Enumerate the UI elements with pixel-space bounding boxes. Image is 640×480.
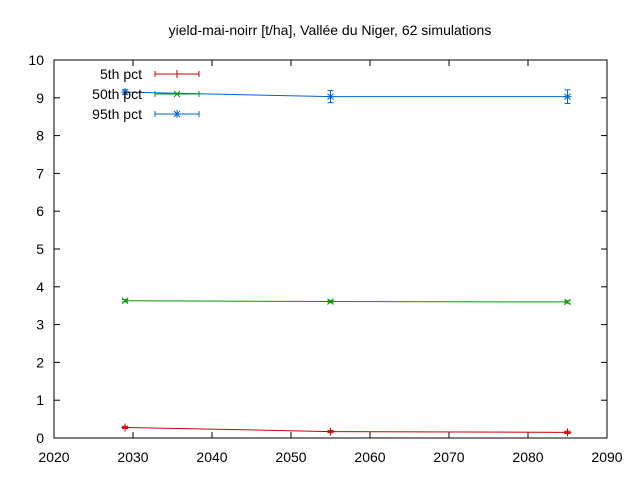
x-tick-label-0: 2020 xyxy=(38,449,69,465)
series-1-line xyxy=(125,300,568,303)
legend-label-0: 5th pct xyxy=(100,66,142,82)
y-tick-label-5: 5 xyxy=(36,241,44,257)
legend-marker-1 xyxy=(173,90,181,98)
y-tick-label-1: 1 xyxy=(36,392,44,408)
series-0-point-1 xyxy=(326,427,335,436)
series-1-point-0 xyxy=(121,297,129,305)
series-1-point-2-stroke-1 xyxy=(564,298,571,306)
series-0 xyxy=(121,423,572,437)
y-tick-label-9: 9 xyxy=(36,90,44,106)
x-tick-label-3: 2050 xyxy=(275,449,306,465)
y-tick-label-0: 0 xyxy=(36,430,44,446)
chart-title: yield-mai-noirr [t/ha], Vallée du Niger,… xyxy=(169,22,492,38)
series-0-point-2 xyxy=(563,428,572,437)
y-tick-label-8: 8 xyxy=(36,128,44,144)
series-2-point-1 xyxy=(326,92,335,101)
x-tick-label-7: 2090 xyxy=(591,449,622,465)
series-1 xyxy=(121,297,571,306)
series-1-point-1-stroke-1 xyxy=(327,298,334,305)
series-1-point-1 xyxy=(327,298,334,305)
series-1-point-2 xyxy=(564,298,571,306)
series-2-point-0 xyxy=(121,88,130,97)
x-tick-label-2: 2040 xyxy=(196,449,227,465)
y-tick-label-7: 7 xyxy=(36,165,44,181)
legend-label-1: 50th pct xyxy=(92,86,142,102)
y-tick-label-3: 3 xyxy=(36,317,44,333)
series-2-point-1-stroke-3 xyxy=(327,93,334,101)
series-2-point-0-stroke-3 xyxy=(121,88,129,96)
series-1-point-0-stroke-1 xyxy=(121,297,129,305)
legend-marker-2 xyxy=(173,110,181,118)
y-tick-label-10: 10 xyxy=(28,52,44,68)
x-tick-label-1: 2030 xyxy=(117,449,148,465)
legend-label-2: 95th pct xyxy=(92,106,142,122)
y-tick-label-2: 2 xyxy=(36,354,44,370)
series-2 xyxy=(121,88,572,104)
legend-marker-1-stroke-1 xyxy=(173,90,181,98)
x-tick-label-4: 2060 xyxy=(354,449,385,465)
y-tick-label-4: 4 xyxy=(36,279,44,295)
x-tick-label-6: 2080 xyxy=(512,449,543,465)
series-0-point-0 xyxy=(121,423,130,432)
legend-marker-0 xyxy=(173,70,181,78)
series-2-point-2-stroke-3 xyxy=(564,93,571,101)
y-tick-label-6: 6 xyxy=(36,203,44,219)
series-0-line xyxy=(125,426,568,433)
x-tick-label-5: 2070 xyxy=(433,449,464,465)
legend-marker-2-stroke-3 xyxy=(173,110,181,118)
series-2-point-2 xyxy=(563,92,572,101)
